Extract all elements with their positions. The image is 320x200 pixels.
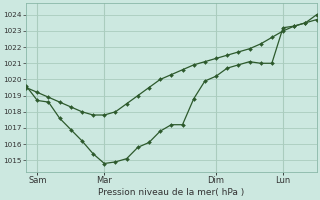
X-axis label: Pression niveau de la mer( hPa ): Pression niveau de la mer( hPa )	[98, 188, 244, 197]
